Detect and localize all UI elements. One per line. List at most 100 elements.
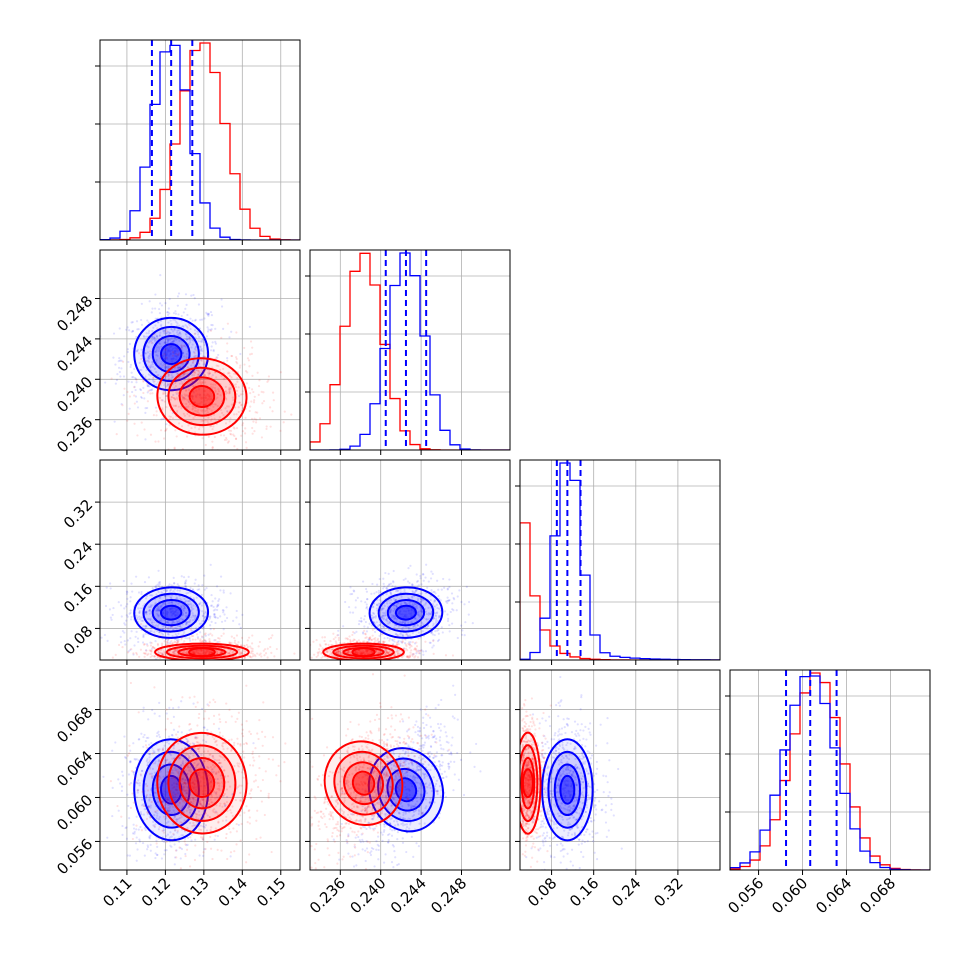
scatter-point bbox=[165, 589, 168, 592]
scatter-point bbox=[195, 650, 198, 653]
scatter-point bbox=[394, 599, 397, 602]
scatter-point bbox=[347, 650, 350, 653]
scatter-point bbox=[431, 633, 434, 636]
scatter-point bbox=[167, 334, 171, 337]
scatter-point bbox=[364, 648, 368, 652]
scatter-point bbox=[403, 615, 406, 618]
scatter-point bbox=[415, 641, 418, 644]
scatter-point bbox=[163, 364, 166, 367]
scatter-point bbox=[374, 630, 377, 634]
scatter-point bbox=[170, 812, 173, 815]
scatter-point bbox=[401, 633, 404, 636]
scatter-point bbox=[106, 836, 109, 839]
scatter-point bbox=[337, 650, 340, 653]
scatter-point bbox=[444, 600, 448, 603]
scatter-point bbox=[371, 582, 374, 586]
scatter-point bbox=[210, 328, 213, 331]
scatter-point bbox=[234, 643, 238, 646]
scatter-point bbox=[329, 650, 332, 653]
scatter-point bbox=[181, 782, 185, 786]
scatter-point bbox=[176, 389, 179, 392]
scatter-point bbox=[189, 798, 192, 801]
scatter-point bbox=[192, 391, 196, 394]
scatter-point bbox=[366, 598, 369, 601]
scatter-point bbox=[207, 354, 211, 357]
scatter-point bbox=[377, 591, 381, 595]
scatter-point bbox=[156, 626, 159, 629]
scatter-point bbox=[195, 627, 198, 630]
scatter-point bbox=[336, 651, 339, 654]
scatter-point bbox=[177, 377, 181, 380]
scatter-point bbox=[461, 629, 464, 632]
scatter-point bbox=[212, 413, 216, 416]
scatter-point bbox=[166, 313, 170, 317]
scatter-point bbox=[358, 648, 361, 652]
scatter-point bbox=[422, 573, 425, 576]
scatter-point bbox=[265, 425, 268, 428]
scatter-point bbox=[194, 788, 197, 791]
scatter-point bbox=[438, 614, 441, 618]
scatter-point bbox=[172, 772, 175, 775]
scatter-point bbox=[165, 641, 168, 644]
scatter-point bbox=[266, 647, 269, 650]
scatter-point bbox=[409, 627, 412, 631]
scatter-point bbox=[397, 643, 400, 646]
scatter-point bbox=[410, 621, 413, 624]
scatter-point bbox=[102, 775, 105, 778]
scatter-point bbox=[206, 352, 209, 355]
scatter-point bbox=[375, 591, 378, 594]
scatter-point bbox=[207, 435, 210, 439]
scatter-point bbox=[200, 347, 203, 350]
scatter-point bbox=[396, 652, 399, 655]
scatter-point bbox=[203, 588, 206, 591]
scatter-point bbox=[189, 602, 192, 605]
scatter-point bbox=[112, 606, 115, 610]
scatter-point bbox=[144, 740, 147, 743]
scatter-point bbox=[208, 395, 211, 398]
scatter-point bbox=[148, 837, 152, 840]
scatter-point bbox=[168, 809, 171, 812]
scatter-point bbox=[151, 618, 155, 622]
scatter-point bbox=[257, 645, 260, 648]
scatter-point bbox=[234, 437, 238, 440]
scatter-point bbox=[156, 845, 159, 848]
scatter-point bbox=[136, 350, 139, 353]
scatter-point bbox=[169, 370, 172, 373]
scatter-point bbox=[109, 587, 112, 590]
scatter-point bbox=[156, 612, 159, 615]
scatter-point bbox=[295, 656, 297, 658]
scatter-point bbox=[155, 359, 158, 362]
scatter-point bbox=[201, 457, 203, 459]
scatter-point bbox=[156, 374, 159, 377]
scatter-point bbox=[178, 366, 182, 369]
scatter-point bbox=[364, 652, 367, 656]
scatter-point bbox=[201, 805, 204, 808]
scatter-point bbox=[366, 641, 369, 644]
scatter-point bbox=[196, 393, 199, 396]
scatter-point bbox=[173, 649, 176, 652]
scatter-point bbox=[416, 650, 419, 653]
scatter-point bbox=[394, 650, 397, 653]
scatter-point bbox=[199, 638, 202, 641]
scatter-point bbox=[165, 330, 168, 333]
scatter-point bbox=[162, 747, 165, 750]
scatter-point bbox=[155, 370, 158, 374]
scatter-point bbox=[123, 639, 126, 643]
scatter-point bbox=[161, 839, 164, 842]
scatter-point bbox=[189, 810, 192, 814]
scatter-point bbox=[348, 635, 351, 638]
scatter-point bbox=[239, 364, 242, 367]
scatter-point bbox=[128, 612, 131, 615]
scatter-point bbox=[238, 366, 241, 369]
scatter-point bbox=[161, 399, 164, 402]
scatter-point bbox=[157, 440, 160, 443]
scatter-point bbox=[181, 324, 184, 328]
scatter-point bbox=[126, 350, 129, 354]
scatter-point bbox=[243, 656, 246, 659]
scatter-point bbox=[201, 619, 204, 623]
scatter-point bbox=[189, 618, 192, 622]
scatter-point bbox=[408, 602, 411, 605]
scatter-point bbox=[415, 604, 418, 608]
scatter-point bbox=[214, 340, 217, 343]
scatter-point bbox=[198, 602, 201, 606]
